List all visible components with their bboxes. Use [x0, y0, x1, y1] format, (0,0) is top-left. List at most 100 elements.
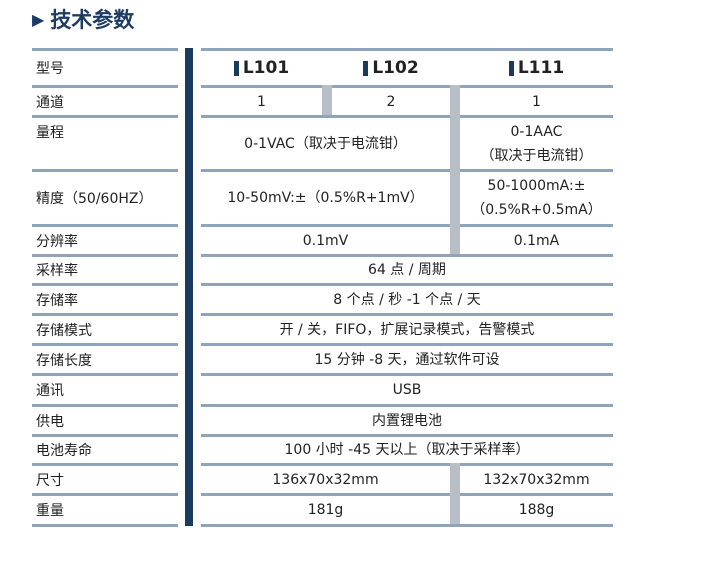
- model-name: L111: [508, 56, 565, 80]
- cell-text: 2: [386, 93, 396, 110]
- table-cell: 0.1mV: [201, 227, 450, 254]
- rule-line: [32, 169, 178, 172]
- column-separator: [450, 115, 460, 169]
- rule-line: [201, 524, 613, 527]
- section-title-text: 技术参数: [50, 8, 135, 32]
- rule-line: [201, 115, 613, 118]
- row-label: 采样率: [36, 263, 78, 279]
- table-cell: L101: [201, 51, 322, 85]
- column-separator: [450, 224, 460, 254]
- column-separator: [322, 85, 332, 115]
- rule-line: [201, 313, 613, 316]
- rule-line: [32, 434, 178, 437]
- cell-text: 15 分钟 -8 天，通过软件可设: [314, 351, 500, 368]
- table-cell: 0-1AAC （取决于电流钳）: [460, 118, 613, 169]
- cell-text: 内置锂电池: [372, 412, 442, 429]
- table-cell: 1: [201, 88, 322, 115]
- cell-text: 181g: [307, 502, 344, 518]
- rule-line: [201, 254, 613, 257]
- table-cell: 内置锂电池: [201, 407, 613, 434]
- column-separator: [450, 463, 460, 493]
- cell-text: 100 小时 -45 天以上（取决于采样率）: [284, 442, 530, 458]
- cell-text: 132x70x32mm: [483, 471, 590, 488]
- row-label: 存储模式: [36, 322, 92, 339]
- rule-line: [32, 115, 178, 118]
- table-cell: 50-1000mA:± （0.5%R+0.5mA）: [460, 172, 613, 224]
- section-title: ▶ 技术参数: [32, 4, 134, 34]
- rule-line: [32, 48, 178, 51]
- row-label: 通道: [36, 94, 64, 111]
- rule-line: [32, 224, 178, 227]
- cell-text: 1: [257, 93, 266, 110]
- table-cell: 100 小时 -45 天以上（取决于采样率）: [201, 437, 613, 463]
- model-text: L102: [372, 58, 419, 78]
- table-cell: 15 分钟 -8 天，通过软件可设: [201, 346, 613, 373]
- cell-text: 开 / 关，FIFO，扩展记录模式，告警模式: [279, 321, 535, 338]
- cell-text: 50-1000mA:±: [487, 178, 586, 194]
- table-cell: 开 / 关，FIFO，扩展记录模式，告警模式: [201, 316, 613, 343]
- rule-line: [32, 254, 178, 257]
- rule-line: [201, 493, 613, 496]
- table-cell: 2: [332, 88, 450, 115]
- rule-line: [201, 343, 613, 346]
- rule-line: [32, 463, 178, 466]
- triangle-right-icon: ▶: [32, 9, 45, 29]
- row-label: 尺寸: [36, 472, 64, 489]
- table-cell: 0.1mA: [460, 227, 613, 254]
- cell-text: 0.1mA: [513, 232, 560, 249]
- table-cell: 132x70x32mm: [460, 466, 613, 493]
- cell-text: 136x70x32mm: [272, 471, 379, 488]
- rule-line: [32, 313, 178, 316]
- table-cell: 188g: [460, 496, 613, 524]
- row-label: 分辨率: [36, 233, 78, 250]
- cell-text: 0-1AAC: [510, 123, 563, 140]
- table-cell: L111: [460, 51, 613, 85]
- column-divider-bar: [185, 48, 193, 526]
- cell-text: 188g: [518, 502, 555, 518]
- row-label: 通讯: [36, 383, 64, 399]
- table-cell: 136x70x32mm: [201, 466, 450, 493]
- column-separator: [450, 493, 460, 524]
- model-text: L111: [517, 58, 565, 78]
- table-cell: L102: [332, 51, 450, 85]
- cell-text: （取决于电流钳）: [480, 147, 593, 164]
- rule-line: [201, 404, 613, 407]
- rule-line: [201, 85, 613, 88]
- row-label: 重量: [36, 503, 64, 519]
- row-label: 存储率: [36, 292, 78, 309]
- row-label: 精度（50/60HZ）: [36, 191, 153, 207]
- cell-text: 0.1mV: [302, 232, 349, 249]
- cell-text: 10-50mV:±（0.5%R+1mV）: [227, 190, 424, 206]
- row-label: 量程: [36, 125, 64, 141]
- rule-line: [32, 493, 178, 496]
- cell-text: （0.5%R+0.5mA）: [471, 202, 602, 218]
- table-cell: 0-1VAC（取决于电流钳）: [201, 118, 450, 169]
- rule-line: [201, 463, 613, 466]
- rule-line: [32, 524, 178, 527]
- model-text: L101: [242, 58, 290, 78]
- rule-line: [32, 85, 178, 88]
- rule-line: [201, 48, 613, 51]
- row-label: 电池寿命: [36, 443, 92, 459]
- table-cell: 181g: [201, 496, 450, 524]
- row-label: 供电: [36, 413, 64, 430]
- row-label: 型号: [36, 61, 64, 77]
- table-cell: USB: [201, 376, 613, 404]
- table-cell: 10-50mV:±（0.5%R+1mV）: [201, 172, 450, 224]
- rule-line: [201, 169, 613, 172]
- cell-text: 0-1VAC（取决于电流钳）: [244, 135, 407, 152]
- model-name: L102: [363, 56, 419, 80]
- model-marker: [233, 60, 239, 76]
- rule-line: [201, 434, 613, 437]
- model-name: L101: [233, 56, 290, 80]
- rule-line: [32, 283, 178, 286]
- column-separator: [450, 85, 460, 115]
- model-marker: [508, 60, 514, 76]
- rule-line: [32, 404, 178, 407]
- cell-text: USB: [392, 382, 422, 398]
- rule-line: [201, 373, 613, 376]
- table-cell: 8 个点 / 秒 -1 个点 / 天: [201, 286, 613, 313]
- cell-text: 8 个点 / 秒 -1 个点 / 天: [333, 291, 481, 308]
- rule-line: [32, 373, 178, 376]
- table-cell: 64 点 / 周期: [201, 257, 613, 283]
